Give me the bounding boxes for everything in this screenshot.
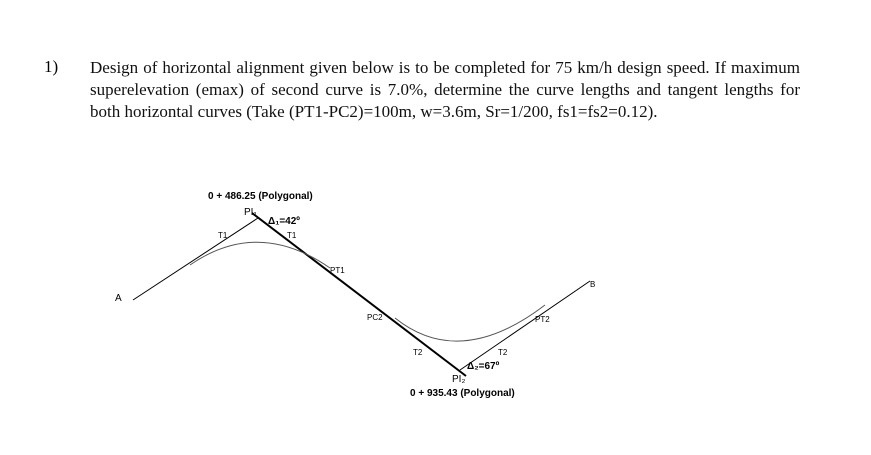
point-label: B xyxy=(590,280,595,289)
point-label: PT1 xyxy=(330,266,345,275)
point-label: PC2 xyxy=(367,313,383,322)
tangent-label: T1 xyxy=(287,231,297,240)
tangent-label: T1 xyxy=(218,231,228,240)
tangent-line xyxy=(459,280,591,371)
delta-label: Δ₂=67º xyxy=(467,361,500,372)
pi-label: PI₁ xyxy=(244,207,257,218)
curve-2 xyxy=(394,304,546,342)
question-number: 1) xyxy=(44,57,59,76)
point-label: PT2 xyxy=(535,315,550,324)
point-label: A xyxy=(115,293,122,304)
delta-label: Δ₁=42º xyxy=(268,216,300,227)
curve-1 xyxy=(189,241,331,269)
station-label: 0 + 486.25 (Polygonal) xyxy=(208,191,313,202)
tangent-label: T2 xyxy=(498,348,508,357)
pi-label: PI₂ xyxy=(452,374,465,385)
polygonal-line xyxy=(251,212,467,377)
tangent-line xyxy=(132,217,259,301)
question-text: Design of horizontal alignment given bel… xyxy=(90,58,800,121)
station-label: 0 + 935.43 (Polygonal) xyxy=(410,388,515,399)
tangent-label: T2 xyxy=(413,348,423,357)
